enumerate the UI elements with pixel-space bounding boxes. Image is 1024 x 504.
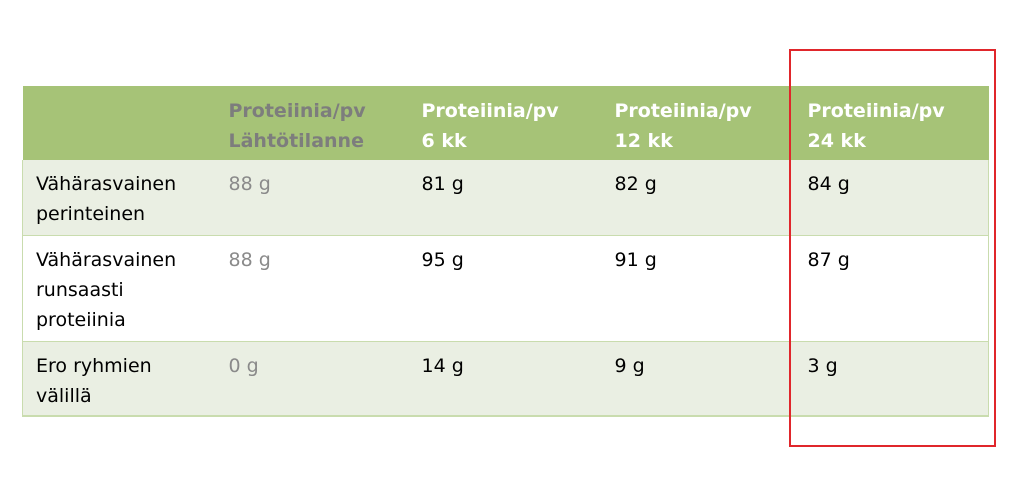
cell-baseline: 0 g [215,341,409,417]
header-baseline: Proteiinia/pv Lähtötilanne [228,100,366,152]
header-row: Proteiinia/pv Lähtötilanne Proteiinia/pv… [22,86,989,160]
header-6kk: Proteiinia/pv 6 kk [421,100,559,152]
header-12kk: Proteiinia/pv 12 kk [614,100,752,152]
cell-6kk: 95 g [408,235,602,342]
cell-24kk: 87 g [794,235,989,342]
header-24kk: Proteiinia/pv 24 kk [807,100,945,152]
highlight-box-24kk [789,49,996,447]
cell-12kk: 82 g [601,160,795,236]
table-row: Ero ryhmien välillä 0 g 14 g 9 g 3 g [22,341,989,417]
row-label: Vähärasvainen perinteinen [22,160,216,236]
cell-baseline: 88 g [215,160,409,236]
row-label: Ero ryhmien välillä [22,341,216,417]
cell-6kk: 81 g [408,160,602,236]
cell-24kk: 3 g [794,341,989,417]
cell-6kk: 14 g [408,341,602,417]
header-empty [23,86,216,160]
table-row: Vähärasvainen perinteinen 88 g 81 g 82 g… [22,160,989,236]
table-row: Vähärasvainen runsaasti proteiinia 88 g … [22,235,989,342]
cell-12kk: 9 g [601,341,795,417]
cell-24kk: 84 g [794,160,989,236]
cell-12kk: 91 g [601,235,795,342]
protein-table: Proteiinia/pv Lähtötilanne Proteiinia/pv… [22,86,989,417]
row-label: Vähärasvainen runsaasti proteiinia [22,235,216,342]
cell-baseline: 88 g [215,235,409,342]
